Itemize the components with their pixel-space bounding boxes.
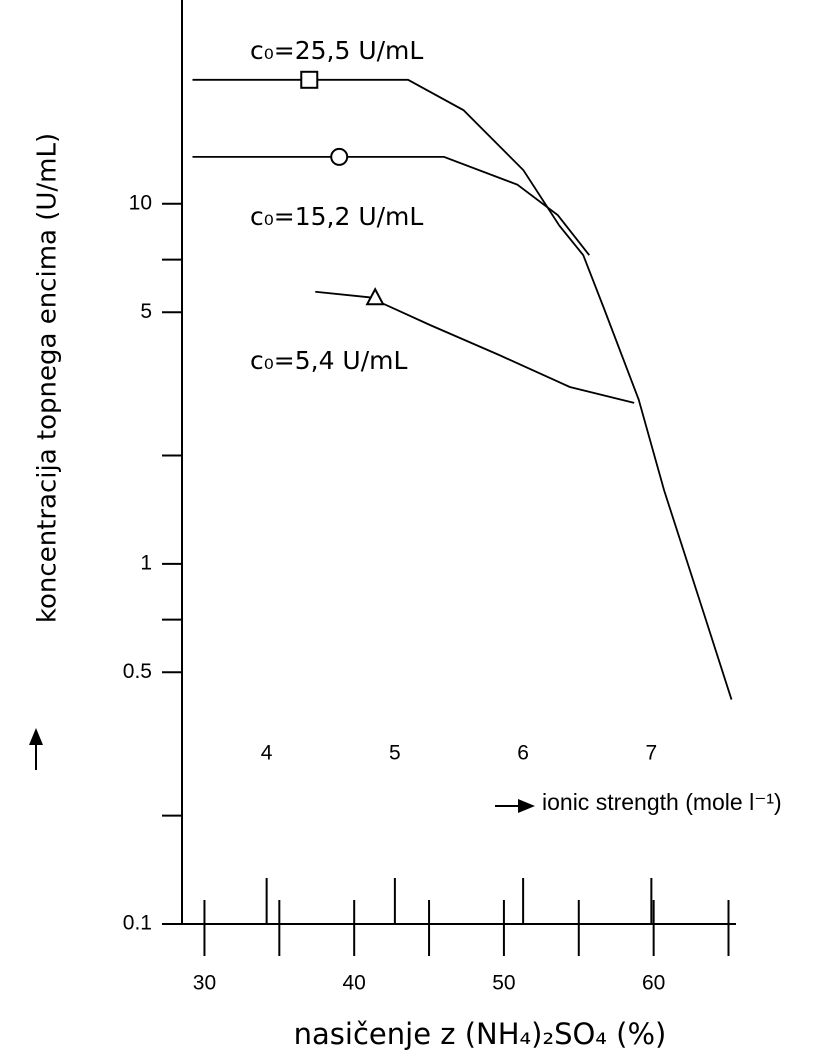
x-tick-label: 30 [193,972,216,995]
x2-tick-label: 5 [389,742,401,765]
legend-label: c₀=25,5 U/mL [250,36,423,65]
y-tick-label: 0.1 [123,912,152,935]
marker [365,287,385,306]
y-tick-label: 1 [140,551,152,574]
y-tick-label: 5 [140,300,152,323]
y-axis-label: koncentracija topnega encima (U/mL) [33,133,63,623]
marker [330,147,349,166]
y-tick-label: 10 [129,191,152,214]
x-tick-label: 40 [343,972,366,995]
y-arrow [29,728,43,770]
x-tick-label: 50 [492,972,515,995]
x2-tick-label: 4 [261,742,273,765]
x2-axis-label: ionic strength (mole l⁻¹) [542,789,782,815]
x-tick-label: 60 [642,972,665,995]
curve [192,155,590,256]
x2-arrow [495,799,535,813]
marker [300,70,319,89]
x-axis-label: nasičenje z (NH₄)₂SO₄ (%) [294,1017,667,1051]
curve [315,290,635,404]
x2-tick-label: 6 [517,742,529,765]
y-tick-label: 0.5 [123,660,152,683]
curve [192,78,733,700]
x2-tick-label: 7 [646,742,658,765]
legend-label: c₀=5,4 U/mL [250,346,407,375]
legend-label: c₀=15,2 U/mL [250,202,423,231]
